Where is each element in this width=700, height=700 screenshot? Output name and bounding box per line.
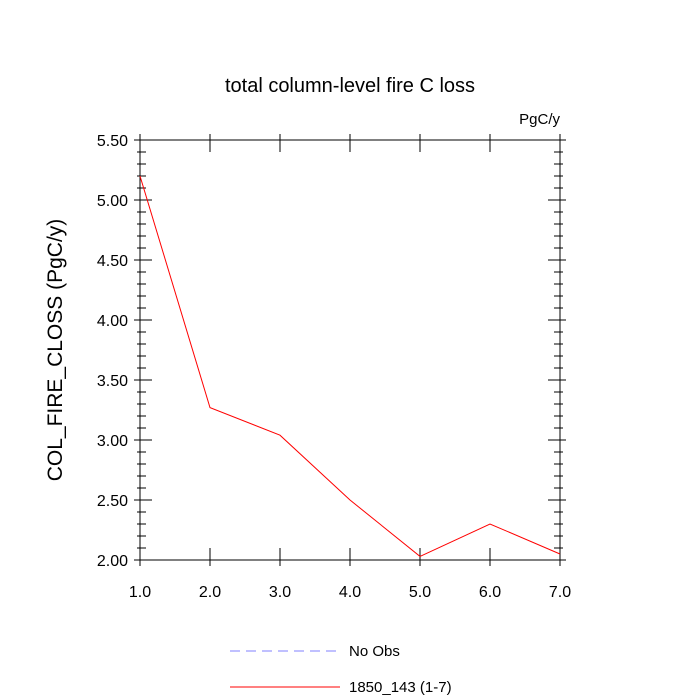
units-label: PgC/y <box>519 111 560 128</box>
y-tick-label: 4.50 <box>97 253 128 270</box>
y-axis-label: COL_FIRE_CLOSS (PgC/y) <box>44 219 67 482</box>
series-line-1 <box>139 175 561 557</box>
legend-label-1: 1850_143 (1-7) <box>349 679 452 696</box>
plot-area: 1.0 2.0 3.0 4.0 5.0 6.0 7.0 2.00 2.50 3.00 3.50 4.0… <box>97 133 571 601</box>
y-tick-label: 4.00 <box>97 313 128 330</box>
x-tick-label: 5.0 <box>409 584 431 601</box>
y-tick-label: 5.00 <box>97 193 128 210</box>
x-tick-label: 1.0 <box>129 584 151 601</box>
y-tick-label: 2.50 <box>97 493 128 510</box>
legend: No Obs 1850_143 (1-7) <box>230 643 452 696</box>
plot-frame <box>139 139 561 561</box>
y-tick-label: 3.50 <box>97 373 128 390</box>
chart-title: total column-level fire C loss <box>225 75 475 97</box>
legend-label-0: No Obs <box>349 643 400 660</box>
x-tick-label: 2.0 <box>199 584 221 601</box>
x-tick-label: 6.0 <box>479 584 501 601</box>
y-tick-label: 2.00 <box>97 553 128 570</box>
x-tick-label: 3.0 <box>269 584 291 601</box>
y-tick-label: 5.50 <box>97 133 128 150</box>
x-tick-label: 4.0 <box>339 584 361 601</box>
x-tick-label: 7.0 <box>549 584 571 601</box>
y-tick-label: 3.00 <box>97 433 128 450</box>
